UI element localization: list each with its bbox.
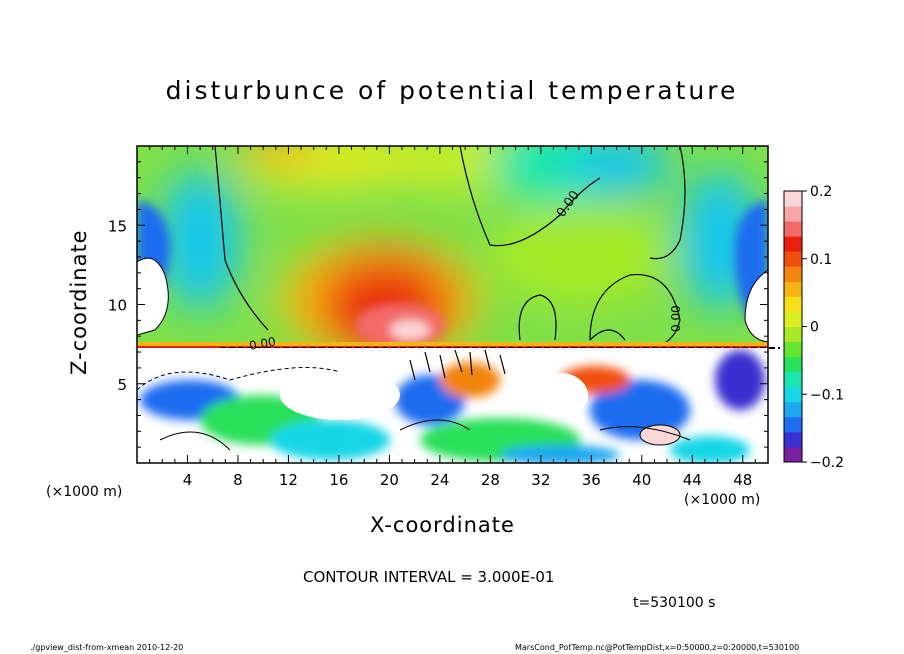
colorbar-swatch <box>784 311 802 327</box>
x-tick-label: 8 <box>233 471 243 489</box>
x-tick-label: 32 <box>531 471 550 489</box>
colorbar-swatch <box>784 371 802 388</box>
y-tick-label: 5 <box>117 376 127 394</box>
colorbar-swatch <box>784 446 802 463</box>
time-text: t=530100 s <box>633 595 716 611</box>
colorbar-swatch <box>784 416 802 433</box>
footer-left: ./gpview_dist-from-xmean 2010-12-20 <box>30 643 184 652</box>
x-unit-left: (×1000 m) <box>46 484 123 500</box>
x-axis-label: X-coordinate <box>370 513 515 537</box>
colorbar-swatch <box>784 251 802 267</box>
colorbar-swatch <box>784 206 802 222</box>
colorbar-swatch <box>784 401 802 418</box>
chart-title: disturbunce of potential temperature <box>165 76 739 105</box>
colorbar-tick-label: 0.2 <box>810 184 832 200</box>
colorbar-tick-label: 0.1 <box>810 252 832 268</box>
y-axis-ticks: 5 10 15 <box>108 161 768 448</box>
x-unit-right: (×1000 m) <box>684 492 761 508</box>
y-tick-label: 10 <box>108 297 127 315</box>
x-tick-label: 4 <box>183 471 193 489</box>
x-tick-label: 28 <box>481 471 500 489</box>
upper-field <box>137 146 768 350</box>
colorbar-swatch <box>784 326 802 343</box>
x-tick-label: 44 <box>683 471 702 489</box>
colorbar-swatch <box>784 386 802 403</box>
colorbar-swatch <box>784 341 802 358</box>
colorbar-swatch <box>784 236 802 252</box>
colorbar-swatch <box>784 356 802 373</box>
colorbar-swatch <box>784 431 802 448</box>
contour-interval-text: CONTOUR INTERVAL = 3.000E-01 <box>303 568 555 586</box>
y-tick-label: 15 <box>108 217 127 235</box>
lower-field <box>137 348 768 463</box>
x-tick-label: 36 <box>582 471 601 489</box>
colorbar-swatch <box>784 221 802 237</box>
x-tick-label: 20 <box>380 471 399 489</box>
colorbar-swatch <box>784 296 802 312</box>
colorbar-swatch <box>784 266 802 282</box>
x-axis-ticks: 4 8 12 16 20 24 28 32 36 40 44 48 <box>149 146 756 489</box>
x-tick-label: 12 <box>279 471 298 489</box>
contour-label-3: 0.00 <box>248 335 277 353</box>
colorbar-swatch <box>784 281 802 297</box>
y-axis-label: Z-coordinate <box>67 229 91 375</box>
colorbar-swatch <box>784 191 802 207</box>
colorbar-tick-label: −0.1 <box>810 387 844 403</box>
x-tick-label: 48 <box>733 471 752 489</box>
x-tick-label: 24 <box>430 471 449 489</box>
colorbar: 0.2 0.1 0 −0.1 −0.2 <box>783 184 844 471</box>
footer-right: MarsCond_PotTemp.nc@PotTempDist,x=0:5000… <box>515 643 800 652</box>
colorbar-tick-label: 0 <box>810 320 819 336</box>
x-tick-label: 16 <box>329 471 348 489</box>
contour-label-2: 0.00 <box>669 305 683 332</box>
x-tick-label: 40 <box>632 471 651 489</box>
colorbar-tick-label: −0.2 <box>810 455 844 471</box>
